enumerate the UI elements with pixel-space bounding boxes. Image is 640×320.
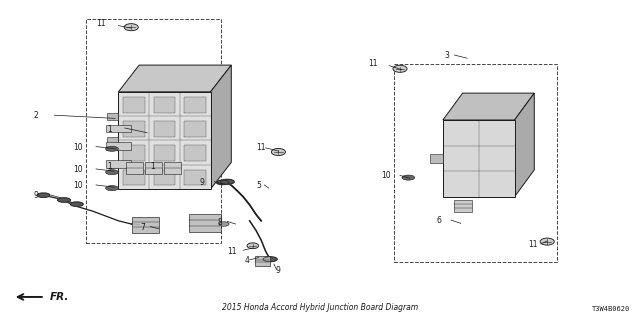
Text: 1: 1 [108, 125, 112, 134]
Text: 9: 9 [275, 266, 280, 275]
Text: 8: 8 [218, 218, 222, 227]
Bar [394, 64, 557, 262]
Bar [123, 145, 145, 161]
Text: 3: 3 [445, 52, 450, 60]
Text: 4: 4 [244, 256, 250, 265]
FancyBboxPatch shape [255, 256, 270, 266]
Circle shape [540, 238, 554, 245]
Ellipse shape [402, 175, 415, 180]
Circle shape [271, 148, 285, 156]
Ellipse shape [106, 170, 118, 175]
Ellipse shape [70, 202, 83, 206]
Bar [107, 137, 118, 144]
Bar [106, 142, 131, 150]
Ellipse shape [106, 186, 118, 191]
Bar [154, 97, 175, 113]
Text: 10: 10 [381, 172, 390, 180]
Text: 11: 11 [96, 20, 106, 28]
Text: 2015 Honda Accord Hybrid Junction Board Diagram: 2015 Honda Accord Hybrid Junction Board … [222, 303, 418, 312]
Text: 11: 11 [528, 240, 538, 249]
Polygon shape [443, 93, 534, 120]
Polygon shape [118, 65, 231, 92]
Bar [164, 162, 181, 174]
Text: 9: 9 [33, 191, 38, 200]
Text: 10: 10 [74, 165, 83, 174]
Bar [123, 121, 145, 137]
Ellipse shape [220, 179, 234, 184]
FancyBboxPatch shape [132, 217, 159, 233]
Bar [106, 125, 131, 132]
Polygon shape [211, 65, 231, 189]
Text: 1: 1 [150, 162, 155, 171]
FancyBboxPatch shape [189, 214, 221, 232]
Bar [145, 162, 162, 174]
Ellipse shape [106, 146, 118, 151]
Ellipse shape [58, 198, 70, 202]
Ellipse shape [263, 257, 277, 262]
Bar [126, 162, 143, 174]
Text: 11: 11 [227, 247, 237, 256]
Ellipse shape [219, 222, 229, 226]
Ellipse shape [37, 193, 50, 197]
Text: T3W4B0620: T3W4B0620 [592, 306, 630, 312]
Text: 1: 1 [108, 162, 112, 171]
Bar [184, 121, 206, 137]
Bar [430, 154, 443, 163]
Text: 10: 10 [74, 181, 83, 190]
Bar [123, 97, 145, 113]
Bar [184, 170, 206, 186]
Text: 5: 5 [256, 181, 261, 190]
Polygon shape [443, 120, 515, 197]
Text: 11: 11 [256, 143, 266, 152]
Bar [86, 19, 221, 243]
Bar [107, 161, 118, 168]
Text: 7: 7 [141, 223, 146, 232]
Text: 10: 10 [74, 143, 83, 152]
Bar [107, 113, 118, 120]
Bar [123, 170, 145, 186]
Bar [184, 145, 206, 161]
Bar [154, 121, 175, 137]
Polygon shape [515, 93, 534, 197]
Text: 6: 6 [436, 216, 442, 225]
Bar [106, 160, 131, 168]
Bar [184, 97, 206, 113]
Ellipse shape [216, 180, 229, 185]
Polygon shape [118, 92, 211, 189]
Text: 2: 2 [34, 111, 38, 120]
Text: 11: 11 [368, 60, 378, 68]
Bar [454, 200, 472, 212]
Bar [154, 145, 175, 161]
Text: 9: 9 [200, 178, 205, 187]
Bar [154, 170, 175, 186]
Circle shape [247, 243, 259, 249]
Circle shape [124, 24, 138, 31]
Circle shape [393, 65, 407, 72]
Text: FR.: FR. [50, 292, 69, 302]
